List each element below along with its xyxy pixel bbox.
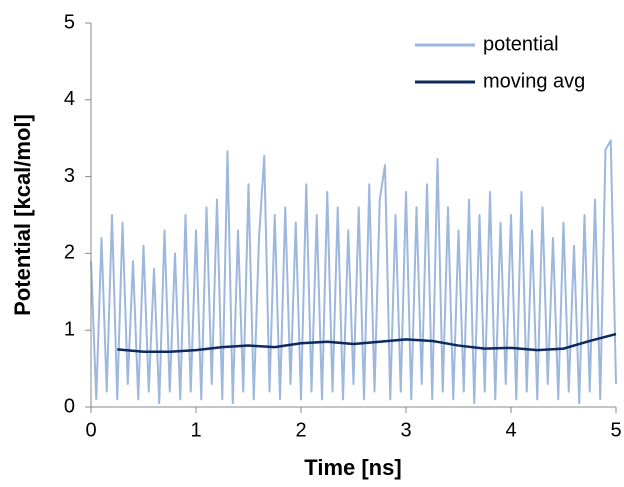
x-tick-label: 1 [190,419,201,441]
series-line [117,332,617,353]
y-tick-label: 2 [64,242,75,264]
x-tick-label: 5 [610,419,621,441]
x-tick-label: 4 [505,419,516,441]
y-tick-label: 0 [64,395,75,417]
y-tick-label: 5 [64,11,75,33]
x-tick-label: 0 [85,419,96,441]
x-tick-label: 2 [295,419,306,441]
y-axis-title: Potential [kcal/mol] [10,114,35,316]
y-tick-label: 4 [64,88,75,110]
legend-label: moving avg [483,70,585,92]
x-axis-title: Time [ns] [304,455,401,480]
y-tick-label: 3 [64,165,75,187]
x-tick-label: 3 [400,419,411,441]
y-tick-label: 1 [64,318,75,340]
series-line [90,139,617,405]
legend-label: potential [483,33,559,55]
